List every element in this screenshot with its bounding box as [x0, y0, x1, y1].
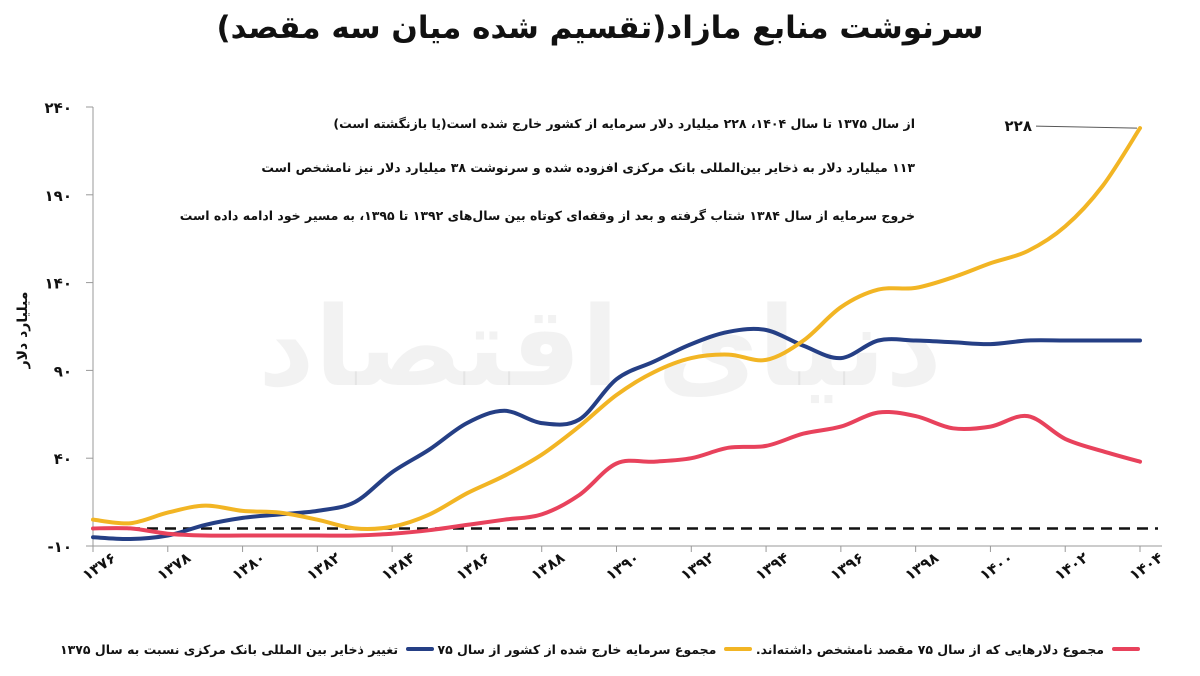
- y-tick-label: ۹۰: [54, 362, 72, 380]
- legend-swatch-capital-outflow: [724, 647, 753, 651]
- x-tick-label: ۱۳۹۲: [677, 549, 717, 585]
- x-tick-label: ۱۳۸۸: [528, 549, 568, 585]
- legend-swatch-unknown: [1112, 647, 1140, 651]
- legend-label-capital-outflow: مجموع سرمایه خارج شده از کشور از سال ۷۵: [437, 641, 717, 657]
- legend-swatch-reserves: [406, 647, 435, 651]
- legend-label-reserves: تغییر ذخایر بین المللی بانک مرکزی نسبت ب…: [60, 641, 399, 657]
- y-axis-label: میلیارد دلار: [15, 292, 31, 370]
- x-tick-label: ۱۳۹۸: [902, 549, 942, 585]
- x-tick-label: ۱۴۰۲: [1051, 549, 1091, 585]
- x-tick-label: ۱۳۷۸: [154, 549, 194, 585]
- legend: تغییر ذخایر بین المللی بانک مرکزی نسبت ب…: [60, 636, 1140, 662]
- end-value-label: ۲۲۸: [1005, 117, 1032, 135]
- x-tick-label: ۱۳۹۴: [752, 549, 792, 585]
- y-tick-label: ۲۴۰: [45, 99, 72, 117]
- end-label-leader: [1035, 125, 1138, 129]
- annotation-1: از سال ۱۳۷۵ تا سال ۱۴۰۴، ۲۲۸ میلیارد دلا…: [333, 116, 915, 131]
- legend-label-unknown: مجموع دلارهایی که از سال ۷۵ مقصد نامشخص …: [755, 641, 1104, 657]
- watermark-logo: دنیای اقتصاد: [258, 283, 942, 411]
- line-reserves: [91, 326, 1142, 542]
- y-tick-label: ۱۴۰: [45, 275, 72, 293]
- series-lines: ۲۲۸: [91, 117, 1142, 542]
- x-tick-label: ۱۳۸۴: [378, 549, 418, 585]
- legend-item-reserves: تغییر ذخایر بین المللی بانک مرکزی نسبت ب…: [60, 641, 435, 657]
- annotations: از سال ۱۳۷۵ تا سال ۱۴۰۴، ۲۲۸ میلیارد دلا…: [180, 116, 916, 223]
- x-tick-label: ۱۴۰۰: [976, 549, 1016, 585]
- annotation-2: ۱۱۳ میلیارد دلار به ذخایر بین‌المللی بان…: [261, 160, 915, 175]
- line-unknown: [91, 409, 1142, 538]
- legend-item-unknown: مجموع دلارهایی که از سال ۷۵ مقصد نامشخص …: [756, 642, 1140, 657]
- y-tick-label: ۴۰: [54, 450, 72, 468]
- x-tick-label: ۱۳۹۶: [827, 549, 867, 585]
- x-tick-label: ۱۴۰۴: [1126, 549, 1166, 585]
- x-tick-label: ۱۳۹۰: [602, 549, 642, 585]
- y-tick-label: ۱۹۰: [45, 187, 72, 205]
- y-tick-label: -۱۰: [47, 538, 72, 556]
- line-capital-outflow: [91, 126, 1142, 531]
- legend-item-capital-outflow: مجموع سرمایه خارج شده از کشور از سال ۷۵: [437, 641, 753, 657]
- x-tick-label: ۱۳۷۶: [79, 549, 119, 585]
- chart-title: سرنوشت منابع مازاد(تقسیم شده میان سه مقص…: [216, 10, 984, 46]
- x-tick-label: ۱۳۸۶: [453, 549, 493, 585]
- x-tick-label: ۱۳۸۲: [303, 549, 343, 585]
- x-tick-label: ۱۳۸۰: [229, 549, 269, 585]
- watermark-text: دنیای اقتصاد: [258, 283, 942, 411]
- annotation-3: خروج سرمایه از سال ۱۳۸۴ شتاب گرفته و بعد…: [180, 208, 915, 223]
